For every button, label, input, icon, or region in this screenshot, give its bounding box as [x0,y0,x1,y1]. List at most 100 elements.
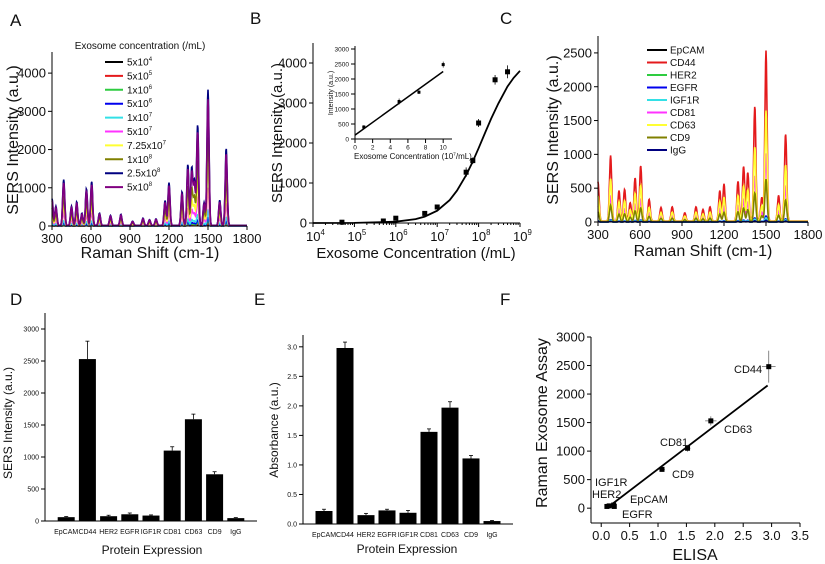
inset-x-axis-label: Exosome Concentration (107/mL) [354,151,472,161]
legend-label-base: 5x10 [127,127,149,138]
y-tick-label: 1000 [278,176,307,191]
panel-label: C [500,9,512,28]
x-tick-label: 1500 [752,227,781,242]
legend: 5x1045x1051x1065x1061x1075x1077.25x1071x… [105,57,167,194]
x-tick-label: 1200 [710,227,739,242]
bar-igf1r [399,512,417,524]
legend-title: Exosome concentration (/mL) [75,41,206,52]
x-category-label: EpCAM [312,532,336,539]
x-tick-label-base: 10 [347,229,361,244]
legend-item: 5x107 [105,127,153,138]
y-tick-label: 1500 [23,422,39,429]
point-label: CD63 [724,424,752,436]
legend-item: CD63 [647,121,696,132]
x-tick-label-exponent: 9 [527,228,531,237]
y-tick-label: 1500 [556,415,585,430]
legend-label-base: 1x10 [127,155,149,166]
y-tick-label: 1000 [23,454,39,461]
legend-item: CD44 [647,58,696,69]
legend-label: 5x104 [127,57,153,69]
panel-d-sers-bar-chart: D 0 500 1000 1500 2000 2500 3000 Protein Express… [1,290,257,557]
data-point [393,215,399,221]
x-tick-label: 300 [587,227,609,242]
x-category-label: CD9 [464,532,478,539]
y-tick-label: 0 [578,501,585,516]
legend-label: CD9 [670,133,690,144]
y-tick-label: 3000 [556,330,585,345]
bar-cd44 [336,347,354,524]
legend-label-exponent: 6 [149,99,153,105]
bar-her2 [100,516,118,521]
legend-item: EGFR [647,83,698,94]
legend-item: 1x107 [105,113,153,124]
legend-item: 7.25x107 [105,140,167,152]
bar-cd44 [78,359,96,521]
y-tick-label: 2500 [335,61,350,68]
x-tick-label: 109 [513,228,532,244]
y-tick-label: 2.5 [287,374,297,381]
x-tick-label: 2 [371,145,375,152]
inset-x-axis-label-base: Exosome Concentration (10 [354,152,454,161]
point-label: CD44 [734,364,762,376]
legend-label-base: 5x10 [127,183,149,194]
x-tick-label: 2.0 [706,528,724,543]
x-tick-label-base: 10 [472,229,486,244]
x-tick-label: 900 [119,231,141,246]
legend-label: CD44 [670,58,696,69]
y-tick-label: 0 [300,216,307,231]
x-category-label: HER2 [357,532,376,539]
y-axis-label: SERS Intensity (a.u.) [5,65,22,214]
x-tick-label: 0 [353,145,357,152]
panel-label: E [254,290,265,309]
data-point-cd44 [766,364,772,370]
legend-item: 5x106 [105,99,153,110]
bar-cd81 [163,450,181,521]
panel-label: F [500,290,510,309]
legend-item: CD9 [647,133,690,144]
x-tick-label: 8 [424,145,428,152]
y-tick-label: 1500 [563,113,592,128]
legend-label: 1x108 [127,154,153,166]
bar-cd63 [184,419,202,521]
x-axis-label: Exosome Concentration (/mL) [316,245,515,262]
bar-egfr [378,510,396,524]
legend-label-exponent: 4 [149,57,153,63]
legend-item: HER2 [647,71,697,82]
x-tick-label-exponent: 5 [362,228,367,237]
x-category-label: CD63 [184,529,202,536]
x-tick-label: 600 [629,227,651,242]
data-point [434,204,440,210]
x-tick-label: 1.0 [649,528,667,543]
y-tick-label: 3000 [278,96,307,111]
data-point-cd81 [685,445,691,451]
y-tick-label: 0 [345,136,349,143]
x-tick-label-base: 10 [513,229,527,244]
data-point-igf1r [604,503,610,509]
y-tick-label: 500 [338,121,349,128]
x-tick-label: 107 [430,228,449,244]
x-category-label: EGFR [377,532,396,539]
legend-label: CD81 [670,108,696,119]
linear-fit-line [609,384,769,507]
y-tick-label: 2500 [556,358,585,373]
y-tick-label: 500 [563,472,585,487]
x-tick-label: 3.5 [791,528,809,543]
x-tick-label-base: 10 [430,229,444,244]
inset-linear-plot: 0 500 1000 1500 2000 2500 3000 0 2 4 6 8 10 Intensity… [328,46,472,161]
x-category-label: CD9 [208,529,222,536]
legend-item: 5x105 [105,71,153,82]
y-tick-label: 2000 [335,76,350,83]
inset-x-axis-label-exponent: 7 [453,151,456,157]
inset-data-point [417,90,421,94]
legend-label-exponent: 7 [163,140,167,146]
data-point-cd9 [659,466,665,472]
data-point [470,158,476,164]
panel-f-correlation-plot: F 0 500 1000 1500 2000 2500 3000 0.0 0.5 1.0 1.5 2.0… [500,290,809,564]
data-point [339,219,345,225]
x-tick-label: 108 [472,228,491,244]
y-tick-label: 3000 [23,326,39,333]
legend-label: EGFR [670,83,698,94]
point-label: EGFR [622,509,653,521]
